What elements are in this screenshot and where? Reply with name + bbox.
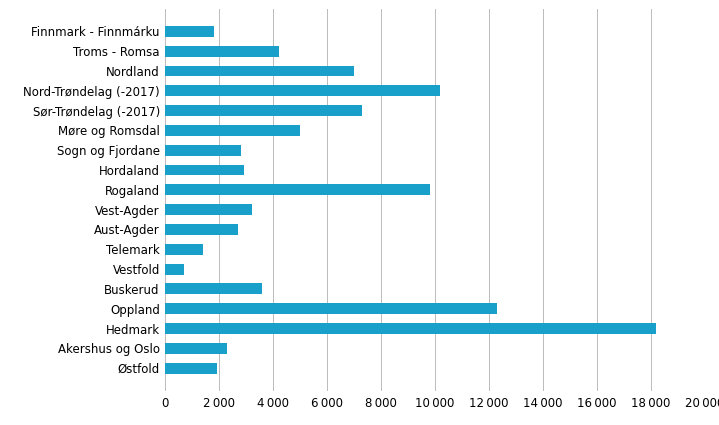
Bar [165,184,430,196]
Bar [165,65,354,76]
Bar [165,125,301,136]
Bar [165,343,227,354]
Bar [165,46,279,57]
Bar [165,323,656,334]
Bar [165,303,497,314]
Bar [165,244,203,255]
Bar [165,105,362,116]
Bar [165,363,216,374]
Bar [165,283,262,295]
Bar [165,264,184,275]
Bar [165,85,440,96]
Bar [165,145,241,156]
Bar [165,26,214,37]
Bar [165,224,238,235]
Bar [165,164,244,176]
Bar [165,204,252,215]
